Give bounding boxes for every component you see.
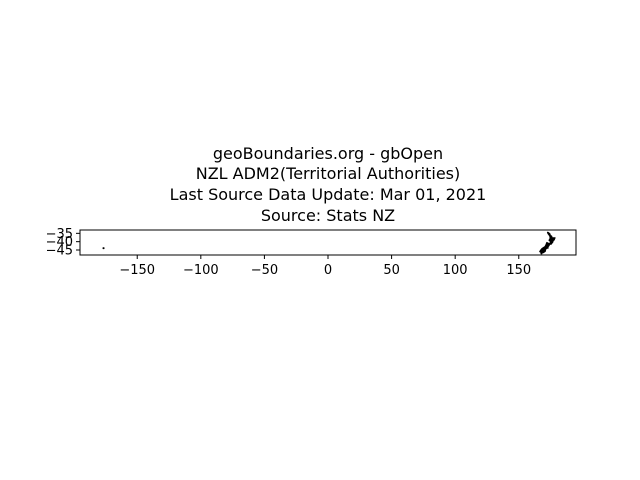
title-line-provider: Source: Stats NZ — [260, 206, 396, 225]
title-line-dataset: NZL ADM2(Territorial Authorities) — [195, 164, 461, 183]
title-line-update-date: Last Source Data Update: Mar 01, 2021 — [169, 185, 487, 204]
x-tick-label: 50 — [383, 263, 400, 278]
title-line-source: geoBoundaries.org - gbOpen — [212, 144, 444, 163]
map-feature-stewart-island — [540, 252, 543, 255]
map-feature-main-islands — [539, 231, 556, 254]
x-tick-label: 0 — [324, 263, 332, 278]
y-tick-label: −35 — [46, 227, 73, 242]
y-tick-label: −45 — [46, 244, 73, 259]
y-axis: −35−40−45 — [46, 227, 80, 259]
x-tick-label: 100 — [443, 263, 468, 278]
x-axis: −150 −100 −50 0 50 100 150 — [119, 255, 531, 278]
x-tick-label: −100 — [183, 263, 219, 278]
axes-frame — [79, 229, 577, 256]
x-tick-label: −50 — [251, 263, 278, 278]
map-features — [102, 231, 556, 255]
x-tick-label: 150 — [506, 263, 531, 278]
x-tick-label: −150 — [119, 263, 155, 278]
y-tick-label: −40 — [46, 235, 73, 250]
map-feature-chatham-islands — [102, 247, 105, 250]
